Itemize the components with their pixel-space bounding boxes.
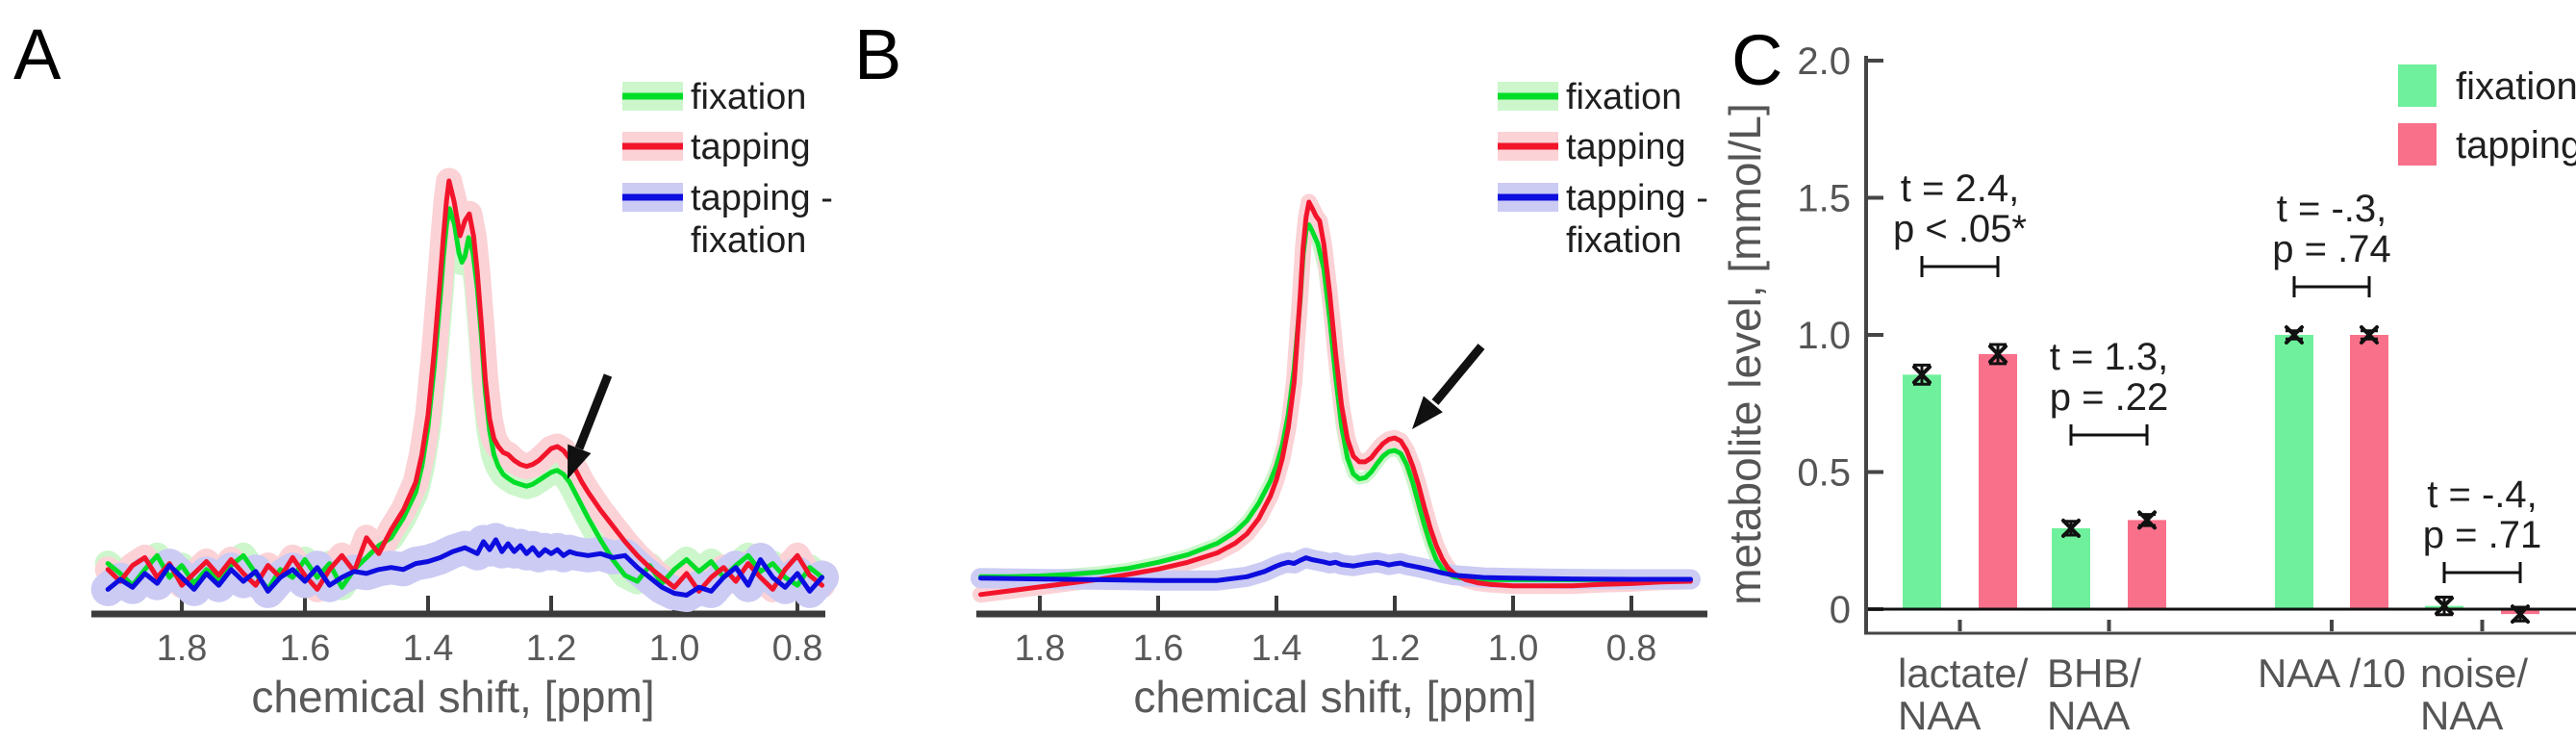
y-tick-label: 0.5	[1797, 452, 1851, 495]
tapping-error-band	[972, 193, 1699, 603]
mean-x-marker	[2435, 596, 2454, 616]
category-label: NAA	[1898, 693, 1981, 738]
mean-x-marker	[2137, 510, 2157, 530]
x-tick-label: 1.6	[280, 628, 331, 669]
x-tick-label: 1.2	[1370, 628, 1421, 669]
y-tick-label: 1.0	[1797, 315, 1851, 357]
tapping-fixation-line	[978, 555, 1693, 583]
stat-line1: t = 1.3,	[2050, 336, 2168, 378]
stat-line2: p = .71	[2423, 514, 2541, 556]
category-label: NAA /10	[2258, 651, 2406, 696]
legend-label: tapping	[691, 127, 811, 167]
category-label: NAA	[2420, 693, 2503, 738]
bar-fixation-0	[1903, 374, 1941, 609]
stat-line2: p = .74	[2272, 228, 2390, 270]
bar-fixation-1	[2052, 527, 2090, 609]
panel-c-yaxis-title: metabolite level, [mmol/L]	[1720, 103, 1770, 605]
x-tick-label: 1.8	[157, 628, 208, 669]
bar-tapping-2	[2350, 335, 2388, 609]
x-tick-label: 1.6	[1133, 628, 1184, 669]
x-tick-label: 1.8	[1015, 628, 1066, 669]
panel-a: A 1.8 1.6 1.4 1.2 1.0 0.8 chemical shift, [pp…	[13, 14, 840, 722]
arrow-head-icon	[1412, 396, 1443, 429]
significant-peak-arrow-b	[1412, 344, 1485, 429]
panel-b-plot: 1.8 1.6 1.4 1.2 1.0 0.8	[971, 193, 1707, 669]
stat-line2: p < .05*	[1893, 208, 2027, 250]
legend-label-line2: fixation	[691, 220, 806, 261]
mean-x-marker	[1988, 344, 2008, 364]
x-tick-label: 1.0	[649, 628, 700, 669]
tapping-fixation-line	[105, 537, 825, 598]
panel-a-xaxis-title: chemical shift, [ppm]	[251, 672, 654, 722]
mean-x-marker	[2061, 518, 2081, 538]
panel-a-plot: 1.8 1.6 1.4 1.2 1.0 0.8	[90, 167, 840, 669]
bar-fixation-2	[2275, 335, 2313, 609]
legend-label: fixation	[1566, 77, 1681, 117]
panel-c: C metabolite level, [mmol/L] 2.0 1.5 1.0 0.…	[1720, 20, 2576, 738]
x-tick-label: 1.4	[403, 628, 454, 669]
y-tick-label: 0	[1830, 589, 1851, 631]
stat-line2: p = .22	[2050, 376, 2168, 419]
legend-label-line2: fixation	[1566, 220, 1681, 261]
x-tick-label: 1.2	[526, 628, 577, 669]
legend-swatch-tapping	[2398, 123, 2437, 166]
stat-line1: t = -.4,	[2427, 473, 2538, 516]
legend-label: tapping	[1566, 127, 1686, 167]
bar-tapping-1	[2128, 520, 2166, 609]
panel-b-label: B	[854, 14, 901, 94]
mean-x-marker	[1912, 365, 1932, 385]
tapping-line	[105, 178, 825, 594]
x-tick-label: 1.4	[1251, 628, 1302, 669]
bar-tapping-0	[1979, 353, 2017, 609]
panel-a-label: A	[13, 14, 62, 94]
y-tick-label: 1.5	[1797, 178, 1851, 220]
category-label: noise/	[2420, 651, 2528, 696]
x-tick-label: 0.8	[1606, 628, 1657, 669]
arrow-head-icon	[568, 444, 592, 479]
stat-line1: t = 2.4,	[1901, 167, 2019, 210]
arrow-shaft	[574, 373, 613, 450]
legend-label: tapping -	[691, 178, 833, 218]
stat-line1: t = -.3,	[2277, 188, 2387, 230]
x-tick-label: 1.0	[1488, 628, 1539, 669]
y-tick-label: 2.0	[1797, 40, 1851, 83]
legend-label: fixation	[691, 77, 806, 117]
panel-b-xaxis-title: chemical shift, [ppm]	[1133, 672, 1536, 722]
legend-label: tapping -	[1566, 178, 1708, 218]
category-label: BHB/	[2047, 651, 2141, 696]
significant-peak-arrow-a	[568, 373, 613, 479]
mean-x-marker	[2511, 604, 2530, 625]
mean-x-marker	[2360, 325, 2379, 345]
panel-c-label: C	[1731, 20, 1782, 100]
legend-label: fixation	[2456, 65, 2576, 108]
legend-label: tapping	[2456, 124, 2576, 166]
x-tick-label: 0.8	[772, 628, 823, 669]
fixation-line	[978, 222, 1693, 582]
panel-b: B 1.8 1.6 1.4 1.2 1.0 0.8 chemical shift, [pp…	[854, 14, 1708, 722]
category-label: lactate/	[1898, 651, 2029, 696]
mean-x-marker	[2285, 325, 2304, 345]
panel-c-plot: 2.0 1.5 1.0 0.5 0 lactate/NAA t = 2.4,p < .05*…	[1797, 40, 2576, 738]
legend-swatch-fixation	[2398, 64, 2437, 107]
panel-c-legend: fixation tapping	[2398, 64, 2576, 166]
arrow-shaft	[1431, 344, 1485, 405]
category-label: NAA	[2047, 693, 2130, 738]
